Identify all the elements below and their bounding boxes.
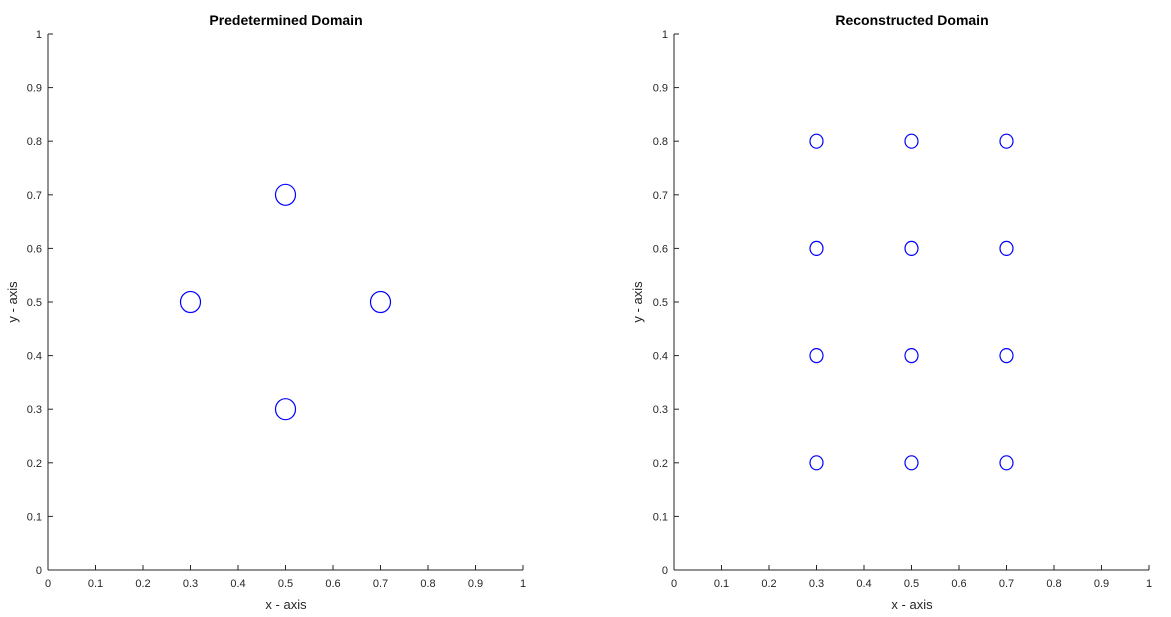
- x-tick-label: 0.3: [183, 578, 198, 590]
- y-tick-label: 0.1: [653, 511, 668, 523]
- y-tick-label: 0.6: [27, 243, 42, 255]
- tick-layer: 0 0.1 0.2 0.3 0.4 0.5 0.6 0.7 0.8 0.9 1 0 0.1 0.2 0.3 0…: [27, 29, 526, 590]
- x-tick-label: 0.2: [135, 578, 150, 590]
- y-tick-label: 0.8: [653, 136, 668, 148]
- x-tick-label: 1: [520, 578, 526, 590]
- x-tick-label: 0.5: [278, 578, 293, 590]
- x-tick-label: 1: [1146, 578, 1152, 590]
- y-tick-label: 0.7: [27, 190, 42, 202]
- x-tick-label: 0.7: [999, 578, 1014, 590]
- x-tick-label: 0.2: [761, 578, 776, 590]
- y-tick-label: 0.7: [653, 190, 668, 202]
- data-point-circle: [999, 455, 1014, 471]
- data-point-circle: [904, 240, 919, 256]
- x-tick-label: 0.4: [230, 578, 245, 590]
- x-tick-label: 0.3: [809, 578, 824, 590]
- x-tick-label: 0.6: [951, 578, 966, 590]
- chart-title: Predetermined Domain: [209, 12, 362, 28]
- x-tick-label: 0.1: [88, 578, 103, 590]
- data-point-circle: [274, 398, 297, 421]
- x-tick-label: 0.7: [373, 578, 388, 590]
- y-tick-label: 0: [36, 565, 42, 577]
- y-tick-label: 0.1: [27, 511, 42, 523]
- y-tick-label: 1: [36, 29, 42, 41]
- chart-reconstructed-domain: Reconstructed Domain x - axis y - axis 0…: [630, 12, 1152, 612]
- y-tick-label: 0.5: [653, 297, 668, 309]
- data-point-circle: [809, 455, 824, 471]
- y-tick-label: 0.2: [27, 458, 42, 470]
- y-tick-label: 0.9: [27, 83, 42, 95]
- x-tick-label: 0.6: [325, 578, 340, 590]
- marker-layer: [809, 133, 1014, 471]
- x-tick-label: 0.8: [1046, 578, 1061, 590]
- y-tick-label: 0.2: [653, 458, 668, 470]
- y-tick-label: 0: [662, 565, 668, 577]
- x-tick-label: 0.4: [856, 578, 871, 590]
- y-tick-label: 0.6: [653, 243, 668, 255]
- data-point-circle: [904, 348, 919, 364]
- data-point-circle: [904, 455, 919, 471]
- y-tick-label: 0.4: [27, 351, 42, 363]
- x-tick-label: 0.1: [714, 578, 729, 590]
- y-tick-label: 0.8: [27, 136, 42, 148]
- y-tick-label: 0.4: [653, 351, 668, 363]
- data-point-circle: [179, 290, 202, 314]
- data-point-circle: [999, 348, 1014, 364]
- y-axis-label: y - axis: [5, 281, 20, 323]
- x-tick-label: 0.5: [904, 578, 919, 590]
- data-point-circle: [809, 348, 824, 364]
- y-tick-label: 1: [662, 29, 668, 41]
- data-point-circle: [809, 240, 824, 256]
- x-tick-label: 0.9: [468, 578, 483, 590]
- y-tick-label: 0.9: [653, 83, 668, 95]
- data-point-circle: [274, 183, 297, 206]
- data-point-circle: [904, 133, 919, 149]
- marker-layer: [179, 183, 392, 421]
- data-point-circle: [369, 290, 392, 314]
- y-tick-label: 0.5: [27, 297, 42, 309]
- chart-predetermined-domain: Predetermined Domain x - axis y - axis 0…: [5, 12, 526, 612]
- x-tick-label: 0: [671, 578, 677, 590]
- tick-layer: 0 0.1 0.2 0.3 0.4 0.5 0.6 0.7 0.8 0.9 1 0 0.1 0.2 0.3 0…: [653, 29, 1152, 590]
- x-tick-label: 0.8: [420, 578, 435, 590]
- data-point-circle: [809, 133, 824, 149]
- chart-title: Reconstructed Domain: [835, 12, 988, 28]
- x-axis-label: x - axis: [265, 597, 307, 612]
- y-tick-label: 0.3: [27, 404, 42, 416]
- data-point-circle: [999, 133, 1014, 149]
- y-axis-label: y - axis: [630, 281, 645, 323]
- x-axis-label: x - axis: [891, 597, 933, 612]
- data-point-circle: [999, 240, 1014, 256]
- x-tick-label: 0.9: [1094, 578, 1109, 590]
- y-tick-label: 0.3: [653, 404, 668, 416]
- x-tick-label: 0: [45, 578, 51, 590]
